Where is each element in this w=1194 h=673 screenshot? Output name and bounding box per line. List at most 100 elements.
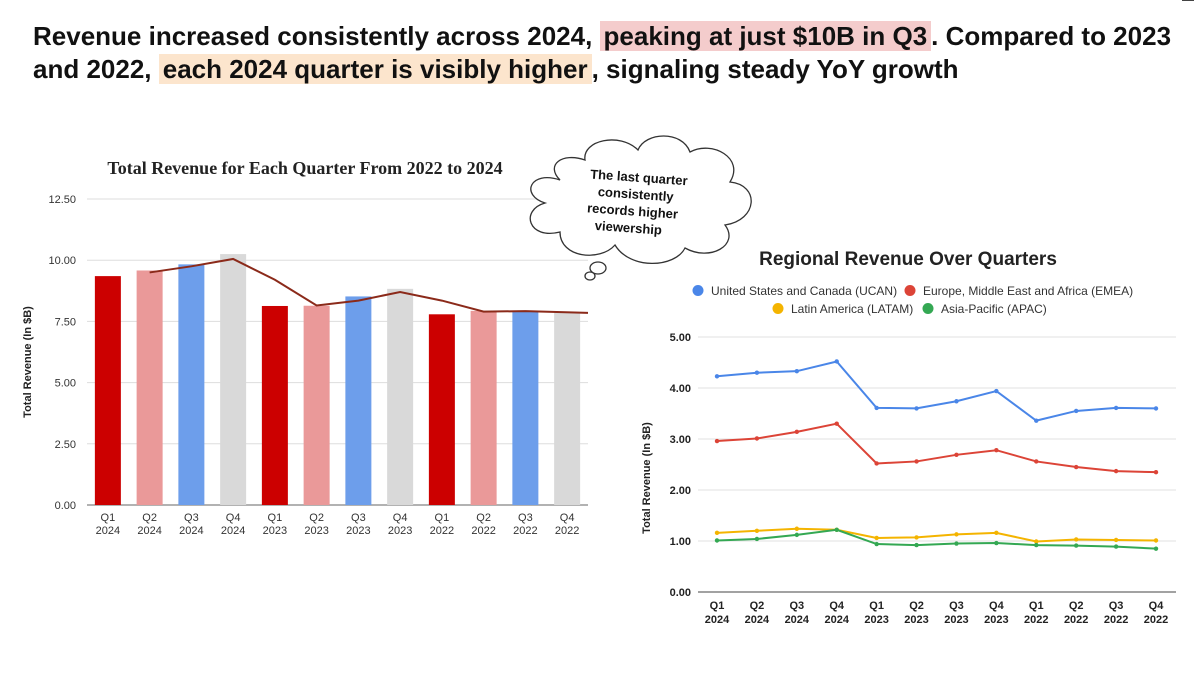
line-chart-y-axis-label: Total Revenue (In $B) (641, 422, 653, 534)
line-chart-point (1153, 538, 1159, 543)
bar-chart-trendline (149, 257, 589, 314)
line-chart-point (1034, 542, 1039, 548)
headline-part-3: , signaling steady YoY growth (591, 54, 959, 84)
bar-chart-x-tick-year: 2023 (346, 525, 370, 537)
line-chart-x-tick-quarter: Q3 (1109, 600, 1124, 612)
line-chart-point (1073, 464, 1079, 470)
line-chart-point (754, 536, 760, 542)
line-chart-point (1034, 459, 1039, 464)
bar-chart-x-tick-year: 2024 (179, 525, 203, 537)
callout-line-4: viewership (594, 218, 662, 238)
line-chart-legend: United States and Canada (UCAN) Europe, M… (692, 284, 1133, 316)
line-chart-point (914, 535, 919, 540)
bar-chart-y-tick: 7.50 (55, 316, 76, 328)
bar-chart-grid: 0.00 2.50 5.00 7.50 10.00 12.50 (48, 194, 588, 512)
line-chart-x-tick-quarter: Q3 (949, 600, 964, 612)
bar-chart-y-tick: 0.00 (55, 500, 76, 512)
bar-chart-x-tick-quarter: Q2 (142, 512, 157, 524)
bar-chart-y-tick: 5.00 (55, 378, 76, 390)
bar-chart-bar (428, 314, 455, 505)
bar-chart-x-tick-year: 2023 (304, 525, 328, 537)
headline-part-1: Revenue increased consistently across 20… (33, 21, 600, 51)
line-chart-point (1153, 546, 1159, 551)
bar-chart-x-tick-year: 2022 (471, 525, 495, 537)
line-chart-point (1153, 469, 1159, 475)
line-chart-point (1113, 544, 1119, 549)
headline-highlight-2: each 2024 quarter is visibly higher (158, 54, 592, 84)
line-chart-point (754, 528, 760, 533)
line-chart-point (1034, 539, 1039, 544)
line-chart-point (794, 429, 800, 435)
line-chart-x-tick-year: 2024 (824, 614, 849, 626)
line-chart-series-line (716, 528, 1157, 550)
bar-chart-x-tick-quarter: Q4 (560, 512, 575, 524)
line-chart-grid: 0.00 1.00 2.00 3.00 4.00 5.00 (670, 332, 1176, 599)
line-chart-point (834, 527, 839, 532)
line-chart-x-tick-year: 2023 (944, 614, 968, 626)
line-chart-point (914, 542, 919, 548)
legend-marker (904, 285, 916, 296)
line-chart-y-tick: 5.00 (670, 332, 691, 344)
line-chart-x-tick-quarter: Q4 (829, 600, 845, 612)
line-chart-y-tick: 0.00 (670, 587, 691, 599)
headline-part-2: . Compared to 2023 and 2022, (33, 21, 1172, 84)
bar-chart-x-tick-year: 2023 (263, 525, 287, 537)
bar-chart-x-tick-year: 2022 (555, 525, 579, 537)
line-chart-point (794, 526, 800, 531)
line-chart-x-tick-year: 2024 (785, 614, 810, 626)
legend-label: United States and Canada (UCAN) (711, 284, 897, 298)
callout-line-2: consistently (597, 184, 674, 204)
line-chart-point (714, 438, 720, 444)
line-chart-x-tick-year: 2022 (1064, 614, 1088, 626)
line-chart-x-tick-quarter: Q1 (869, 600, 884, 612)
bar-chart-title: Total Revenue for Each Quarter From 2022… (107, 158, 502, 178)
bar-chart-x-tick-quarter: Q3 (184, 512, 199, 524)
line-chart-series-line (716, 422, 1157, 474)
line-chart-point (714, 374, 720, 379)
line-chart-point (914, 459, 919, 464)
bar-chart-y-tick: 12.50 (48, 194, 76, 206)
line-chart-point (714, 530, 720, 536)
callout-text: The last quarter consistently records hi… (587, 166, 688, 238)
bar-chart-x-tick-quarter: Q4 (226, 512, 241, 524)
bar-chart-y-axis-label: Total Revenue (In $B) (22, 306, 34, 418)
bar-chart-bar (303, 305, 330, 505)
line-chart-series (714, 359, 1159, 551)
line-chart-point (794, 532, 800, 538)
bar-chart-x-tick-quarter: Q4 (393, 512, 408, 524)
line-chart-point (1073, 537, 1079, 542)
bar-chart-x-tick-quarter: Q1 (435, 512, 450, 524)
legend-label: Asia-Pacific (APAC) (941, 302, 1047, 316)
bar-chart-x-tick-year: 2024 (137, 525, 161, 537)
line-chart-point (1073, 408, 1079, 414)
callout-line-3: records higher (587, 200, 679, 221)
bar-chart-x-tick-year: 2024 (96, 525, 120, 537)
bar-chart-x-tick-year: 2022 (513, 525, 537, 537)
bar-chart-bars (94, 254, 581, 505)
line-chart-y-tick: 4.00 (670, 383, 691, 395)
bar-chart-bar (136, 270, 163, 505)
bar-chart-bar (554, 312, 581, 505)
line-chart-point (874, 461, 879, 466)
bar-chart-x-tick-quarter: Q1 (101, 512, 116, 524)
line-chart-x-tick-quarter: Q2 (750, 600, 765, 612)
line-chart-x-tick-year: 2023 (984, 614, 1008, 626)
line-chart-point (994, 540, 999, 546)
line-chart-point (1113, 468, 1119, 474)
line-chart-point (994, 530, 999, 536)
line-chart-point (754, 370, 760, 375)
bar-chart-x-tick-quarter: Q3 (351, 512, 366, 524)
line-chart-y-tick: 1.00 (670, 536, 691, 548)
line-chart-x-tick-quarter: Q4 (1149, 600, 1165, 612)
line-chart-point (874, 535, 879, 541)
line-chart-point (1113, 537, 1119, 543)
bar-chart-x-tick-quarter: Q1 (268, 512, 283, 524)
line-chart-point (834, 359, 839, 364)
line-chart-y-tick: 2.00 (670, 485, 691, 497)
line-chart-point (994, 448, 999, 453)
line-chart-point (834, 421, 839, 426)
line-chart-point (874, 405, 879, 411)
line-chart-point (874, 541, 879, 547)
